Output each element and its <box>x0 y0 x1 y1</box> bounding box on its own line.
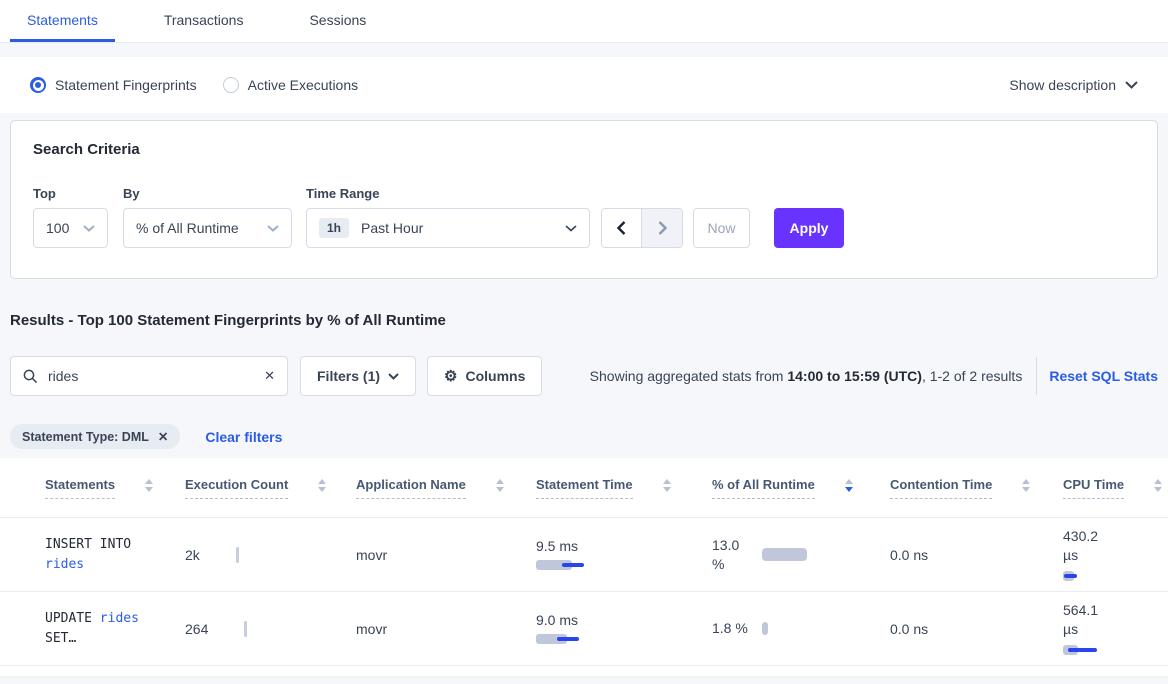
pct-runtime-bar <box>762 622 768 635</box>
view-radio-group: Statement Fingerprints Active Executions <box>30 77 358 93</box>
column-header-contention-time[interactable]: Contention Time <box>890 477 1063 499</box>
statement-text: INSERT INTO rides <box>45 536 132 572</box>
results-heading: Results - Top 100 Statement Fingerprints… <box>10 312 446 329</box>
chevron-left-icon <box>617 221 626 235</box>
top-select[interactable]: 100 <box>33 208 108 248</box>
sort-icon[interactable] <box>145 478 154 492</box>
statements-table: Statements Execution Count Application N… <box>0 458 1168 676</box>
tab-statements[interactable]: Statements <box>10 0 115 42</box>
time-range-badge: 1h <box>319 218 350 238</box>
execution-count-cell: 264 <box>185 620 356 637</box>
remove-filter-icon[interactable]: ✕ <box>157 430 169 444</box>
column-header-execution-count[interactable]: Execution Count <box>185 477 356 499</box>
application-name-cell: movr <box>356 546 388 563</box>
statement-search-box[interactable]: ✕ <box>10 356 288 396</box>
statement-cell: UPDATE rides SET… <box>45 609 185 649</box>
cpu-time-cell: 564.1 µs <box>1063 601 1168 656</box>
pct-runtime-cell: 13.0 % <box>712 536 890 574</box>
pct-runtime-bar <box>762 548 807 561</box>
columns-button[interactable]: ⚙ Columns <box>427 356 543 396</box>
radio-active-executions[interactable]: Active Executions <box>222 77 359 93</box>
radio-statement-fingerprints[interactable]: Statement Fingerprints <box>30 77 197 93</box>
chevron-down-icon <box>267 224 279 232</box>
sort-icon[interactable] <box>1022 478 1031 492</box>
by-field: By % of All Runtime <box>123 186 306 248</box>
next-interval-button[interactable] <box>642 209 682 247</box>
radio-label: Statement Fingerprints <box>55 77 197 93</box>
cpu-time-cell: 430.2 µs <box>1063 527 1168 582</box>
sort-icon[interactable] <box>662 478 671 492</box>
chevron-down-icon <box>83 224 95 232</box>
statement-cell: INSERT INTO rides <box>45 535 185 575</box>
filters-button[interactable]: Filters (1) <box>300 356 417 396</box>
time-range-field: Time Range 1h Past Hour <box>306 186 590 248</box>
top-tab-bar: Statements Transactions Sessions <box>0 0 1168 43</box>
clear-filters-link[interactable]: Clear filters <box>205 428 283 445</box>
sort-icon[interactable] <box>495 478 504 492</box>
cpu-time-bar <box>1063 570 1168 582</box>
execution-count-bar <box>244 620 248 637</box>
table-row: UPDATE rides SET… 264 movr 9.0 ms 1.8 % … <box>0 592 1168 666</box>
by-select[interactable]: % of All Runtime <box>123 208 292 248</box>
chevron-down-icon <box>565 224 577 232</box>
filter-chip-row: Statement Type: DML ✕ Clear filters <box>10 424 1158 449</box>
divider <box>1036 357 1038 395</box>
column-header-application-name[interactable]: Application Name <box>356 477 536 499</box>
cpu-time-bar <box>1063 644 1168 656</box>
sort-icon[interactable] <box>844 478 853 492</box>
time-range-arrows <box>601 208 683 248</box>
gear-icon: ⚙ <box>444 367 458 385</box>
search-criteria-title: Search Criteria <box>33 141 140 158</box>
statement-time-cell: 9.0 ms <box>536 612 712 645</box>
search-criteria-card: Search Criteria Top 100 By % of All Runt… <box>10 120 1158 279</box>
pct-runtime-cell: 1.8 % <box>712 619 890 638</box>
clear-search-icon[interactable]: ✕ <box>264 368 275 383</box>
search-input[interactable] <box>48 368 255 384</box>
time-range-select[interactable]: 1h Past Hour <box>306 208 590 248</box>
search-icon <box>23 369 38 383</box>
tab-transactions[interactable]: Transactions <box>163 11 244 28</box>
reset-sql-stats-link[interactable]: Reset SQL Stats <box>1049 368 1158 384</box>
execution-count-cell: 2k <box>185 546 356 563</box>
column-header-pct-all-runtime[interactable]: % of All Runtime <box>712 477 890 499</box>
time-range-value: Past Hour <box>361 220 424 236</box>
column-header-cpu-time[interactable]: CPU Time <box>1063 477 1168 499</box>
sort-icon[interactable] <box>318 478 327 492</box>
statement-link[interactable]: rides <box>99 610 139 626</box>
results-controls-row: ✕ Filters (1) ⚙ Columns Showing aggregat… <box>10 356 1158 396</box>
view-toggle-strip: Statement Fingerprints Active Executions… <box>0 57 1168 113</box>
filter-chip-statement-type[interactable]: Statement Type: DML ✕ <box>10 424 181 449</box>
radio-icon <box>222 77 239 93</box>
tab-sessions[interactable]: Sessions <box>309 11 367 28</box>
statement-link[interactable]: rides <box>45 556 85 572</box>
chevron-down-icon <box>388 372 399 380</box>
contention-time-cell: 0.0 ns <box>890 620 929 637</box>
chevron-down-icon <box>1125 81 1138 89</box>
radio-icon <box>30 77 46 93</box>
chevron-right-icon <box>658 221 667 235</box>
search-criteria-form: Top 100 By % of All Runtime Time Range 1… <box>33 186 1135 248</box>
column-header-statement-time[interactable]: Statement Time <box>536 477 712 499</box>
radio-label: Active Executions <box>247 77 359 93</box>
now-button[interactable]: Now <box>693 208 750 248</box>
table-header-row: Statements Execution Count Application N… <box>0 458 1168 518</box>
aggregated-stats-text: Showing aggregated stats from 14:00 to 1… <box>589 368 1023 384</box>
statement-time-bar <box>536 633 712 645</box>
apply-button[interactable]: Apply <box>774 208 844 248</box>
show-description-toggle[interactable]: Show description <box>1009 77 1138 93</box>
statement-time-bar <box>536 559 712 571</box>
statement-text: UPDATE rides SET… <box>45 610 139 646</box>
statement-time-cell: 9.5 ms <box>536 538 712 571</box>
sort-icon[interactable] <box>1154 478 1163 492</box>
contention-time-cell: 0.0 ns <box>890 546 929 563</box>
previous-interval-button[interactable] <box>602 209 642 247</box>
table-row: INSERT INTO rides 2k movr 9.5 ms 13.0 % … <box>0 518 1168 592</box>
column-header-statements[interactable]: Statements <box>45 477 185 499</box>
execution-count-bar <box>235 546 239 563</box>
top-field: Top 100 <box>33 186 123 248</box>
application-name-cell: movr <box>356 620 388 637</box>
